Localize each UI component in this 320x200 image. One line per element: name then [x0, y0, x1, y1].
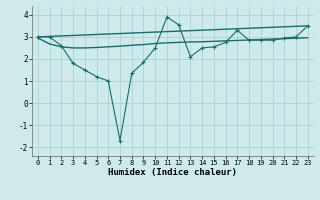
X-axis label: Humidex (Indice chaleur): Humidex (Indice chaleur)	[108, 168, 237, 177]
